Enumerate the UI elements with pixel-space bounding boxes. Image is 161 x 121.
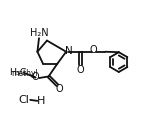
Text: H: H <box>37 96 46 106</box>
Text: O: O <box>55 84 63 94</box>
Text: O: O <box>32 72 40 82</box>
Text: H₃C: H₃C <box>9 68 27 77</box>
Text: O: O <box>89 45 97 55</box>
Text: methyl: methyl <box>18 72 23 73</box>
Text: Cl: Cl <box>18 95 29 105</box>
Text: H₂N: H₂N <box>30 28 49 38</box>
Text: N: N <box>65 46 73 56</box>
Text: methyl: methyl <box>11 69 38 78</box>
Text: O: O <box>77 65 84 75</box>
